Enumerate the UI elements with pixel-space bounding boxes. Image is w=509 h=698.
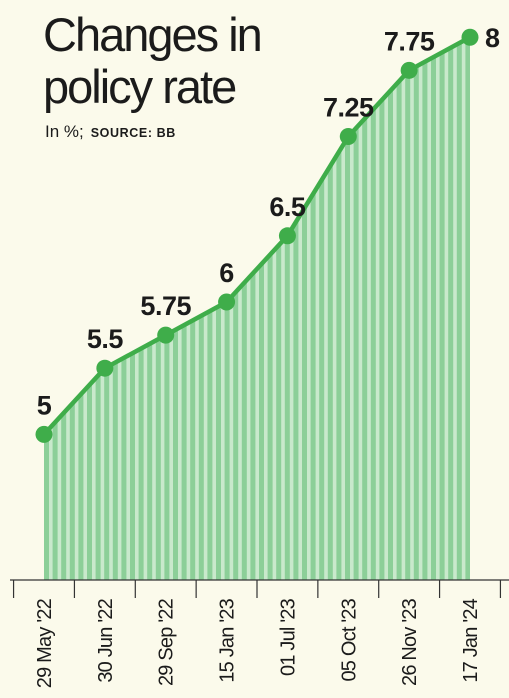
area-stripe-40: [388, 37, 393, 580]
area-stripe-41: [396, 37, 402, 580]
area-stripe-30: [302, 37, 307, 580]
area-stripe-33: [327, 37, 333, 580]
area-stripe-45: [431, 37, 436, 580]
subtitle-units: In %;: [45, 122, 84, 141]
title-line-1: Changes in: [43, 8, 261, 61]
x-tick-label-3: 15 Jan '23: [217, 598, 239, 682]
area-stripe-39: [379, 37, 385, 580]
x-axis-tick-labels: 29 May '22 30 Jun '22 29 Sep '22 15 Jan '23…: [34, 598, 482, 688]
data-point-3: [218, 293, 236, 311]
x-tick-label-2: 29 Sep '22: [156, 598, 178, 686]
data-point-5: [339, 128, 357, 146]
data-label-3: 6: [219, 258, 234, 288]
data-point-7: [461, 28, 479, 46]
area-stripe-24: [250, 37, 256, 580]
data-label-4: 6.5: [269, 192, 306, 222]
x-tick-label-4: 01 Jul '23: [277, 598, 299, 676]
x-tick-label-6: 26 Nov '23: [399, 598, 421, 686]
data-labels: 5 5.5 5.75 6 6.5 7.25 7.75 8: [37, 23, 501, 420]
area-stripe-36: [353, 37, 359, 580]
data-label-6: 7.75: [384, 26, 435, 56]
chart-title: Changes in policy rate: [43, 8, 263, 113]
x-tick-label-1: 30 Jun '22: [95, 598, 117, 682]
data-point-0: [35, 425, 53, 443]
series-line: [41, 34, 473, 437]
area-stripe-43: [413, 37, 419, 580]
data-point-2: [157, 326, 175, 344]
data-label-5: 7.25: [323, 93, 374, 123]
area-stripe-28: [284, 37, 290, 580]
data-label-1: 5.5: [87, 324, 124, 354]
area-stripe-49: [465, 37, 470, 580]
data-label-7: 8: [485, 23, 500, 53]
area-stripe-31: [310, 37, 316, 580]
area-stripe-35: [345, 37, 350, 580]
area-stripe-27: [276, 37, 282, 580]
data-label-0: 5: [37, 390, 52, 420]
chart-subtitle: In %; SOURCE: BB: [45, 122, 176, 141]
area-stripe-26: [267, 37, 273, 580]
subtitle-source: SOURCE: BB: [91, 126, 176, 140]
area-stripe-23: [241, 37, 247, 580]
data-point-6: [400, 61, 418, 79]
area-stripe-47: [448, 37, 454, 580]
series-markers: [35, 28, 479, 443]
x-tick-label-0: 29 May '22: [34, 598, 56, 688]
x-tick-label-5: 05 Oct '23: [338, 598, 360, 681]
x-tick-label-7: 17 Jan '24: [460, 598, 482, 682]
data-point-4: [278, 227, 296, 245]
title-line-2: policy rate: [43, 60, 236, 113]
area-stripe-42: [405, 37, 411, 580]
area-stripe-37: [362, 37, 368, 580]
area-stripe-46: [439, 37, 445, 580]
area-stripe-48: [456, 37, 462, 580]
data-point-1: [96, 359, 114, 377]
data-label-2: 5.75: [140, 291, 191, 321]
x-axis-ticks: [12, 580, 502, 598]
area-stripe-38: [370, 37, 376, 580]
area-stripe-32: [319, 37, 325, 580]
area-stripe-34: [336, 37, 342, 580]
area-stripe-44: [422, 37, 428, 580]
area-stripe-22: [233, 37, 239, 580]
area-stripe-25: [259, 37, 264, 580]
area-stripe-29: [293, 37, 299, 580]
